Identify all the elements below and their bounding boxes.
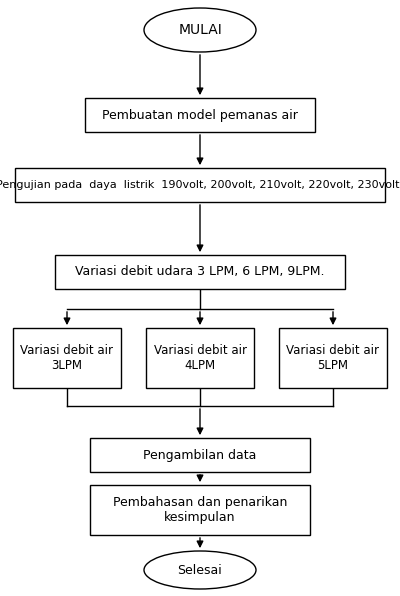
Ellipse shape — [144, 8, 256, 52]
Bar — [279, 328, 387, 388]
Text: Variasi debit air
3LPM: Variasi debit air 3LPM — [20, 344, 114, 372]
Bar — [90, 438, 310, 472]
Text: Selesai: Selesai — [178, 563, 222, 576]
Text: Pengujian pada  daya  listrik  190volt, 200volt, 210volt, 220volt, 230volt.: Pengujian pada daya listrik 190volt, 200… — [0, 180, 400, 190]
Text: Pembahasan dan penarikan
kesimpulan: Pembahasan dan penarikan kesimpulan — [113, 496, 287, 524]
Text: MULAI: MULAI — [178, 23, 222, 37]
Text: Variasi debit udara 3 LPM, 6 LPM, 9LPM.: Variasi debit udara 3 LPM, 6 LPM, 9LPM. — [75, 265, 325, 278]
Bar — [85, 98, 315, 132]
Bar — [15, 168, 385, 202]
Text: Variasi debit air
4LPM: Variasi debit air 4LPM — [154, 344, 246, 372]
Bar — [13, 328, 121, 388]
Text: Pembuatan model pemanas air: Pembuatan model pemanas air — [102, 108, 298, 122]
Text: Pengambilan data: Pengambilan data — [143, 449, 257, 461]
Bar — [90, 485, 310, 535]
Bar — [146, 328, 254, 388]
Bar — [55, 255, 345, 289]
Ellipse shape — [144, 551, 256, 589]
Text: Variasi debit air
5LPM: Variasi debit air 5LPM — [286, 344, 380, 372]
